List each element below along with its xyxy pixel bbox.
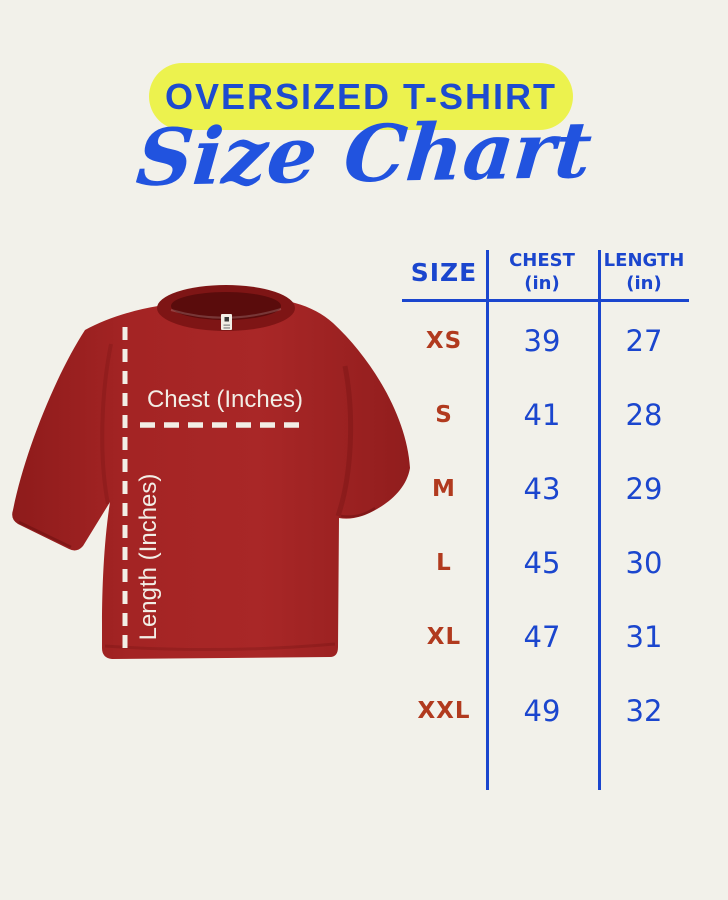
title-badge: OVERSIZED T-SHIRT — [149, 63, 573, 130]
care-label — [221, 314, 232, 330]
column-header-length: LENGTH (in) — [598, 246, 690, 298]
length-value: 28 — [625, 398, 663, 432]
column-header-length-unit: (in) — [626, 273, 662, 294]
size-label: XL — [426, 624, 462, 650]
tshirt-body — [12, 292, 410, 659]
column-header-size-label: SIZE — [410, 257, 478, 287]
length-value: 31 — [625, 620, 663, 654]
size-label: S — [435, 402, 453, 428]
left-cuff-edge — [18, 520, 72, 549]
table-divider-vertical-1 — [486, 250, 489, 790]
column-header-chest: CHEST (in) — [486, 246, 598, 298]
column-header-size: SIZE — [402, 246, 486, 298]
size-label: XS — [425, 328, 463, 354]
right-cuff-edge — [340, 506, 376, 518]
chest-value: 41 — [523, 398, 561, 432]
chest-label: Chest (Inches) — [147, 386, 303, 413]
size-label: L — [436, 550, 452, 576]
collar-opening — [171, 292, 281, 320]
size-row: XS 39 27 — [402, 304, 690, 378]
length-value: 32 — [625, 694, 663, 728]
chest-value: 43 — [523, 472, 561, 506]
size-row: M 43 29 — [402, 452, 690, 526]
size-row: L 45 30 — [402, 526, 690, 600]
tshirt-graphic: Chest (Inches) Length (Inches) — [12, 285, 410, 659]
hem-shadow — [104, 642, 336, 652]
chest-value: 47 — [523, 620, 561, 654]
table-header: SIZE CHEST (in) LENGTH (in) — [402, 246, 690, 298]
length-value: 30 — [625, 546, 663, 580]
chest-value: 45 — [523, 546, 561, 580]
badge-label: OVERSIZED T-SHIRT — [164, 75, 558, 117]
size-row: XL 47 31 — [402, 600, 690, 674]
size-row: S 41 28 — [402, 378, 690, 452]
size-label: M — [432, 476, 456, 502]
length-value: 29 — [625, 472, 663, 506]
size-row: XXL 49 32 — [402, 674, 690, 748]
crease-left — [100, 343, 113, 505]
crease-right — [335, 365, 354, 517]
column-header-chest-label: CHEST — [509, 250, 575, 271]
length-label: Length (Inches) — [135, 474, 162, 641]
length-value: 27 — [625, 324, 663, 358]
column-header-chest-unit: (in) — [524, 273, 560, 294]
table-divider-horizontal — [402, 299, 689, 302]
column-header-length-label: LENGTH — [603, 250, 685, 271]
chest-value: 49 — [523, 694, 561, 728]
table-divider-vertical-2 — [598, 250, 601, 790]
page-title: Size Chart — [132, 105, 596, 204]
chest-value: 39 — [523, 324, 561, 358]
table-body: XS 39 27 S 41 28 M 43 29 L 45 30 XL 47 — [402, 304, 690, 748]
size-label: XXL — [417, 698, 471, 724]
